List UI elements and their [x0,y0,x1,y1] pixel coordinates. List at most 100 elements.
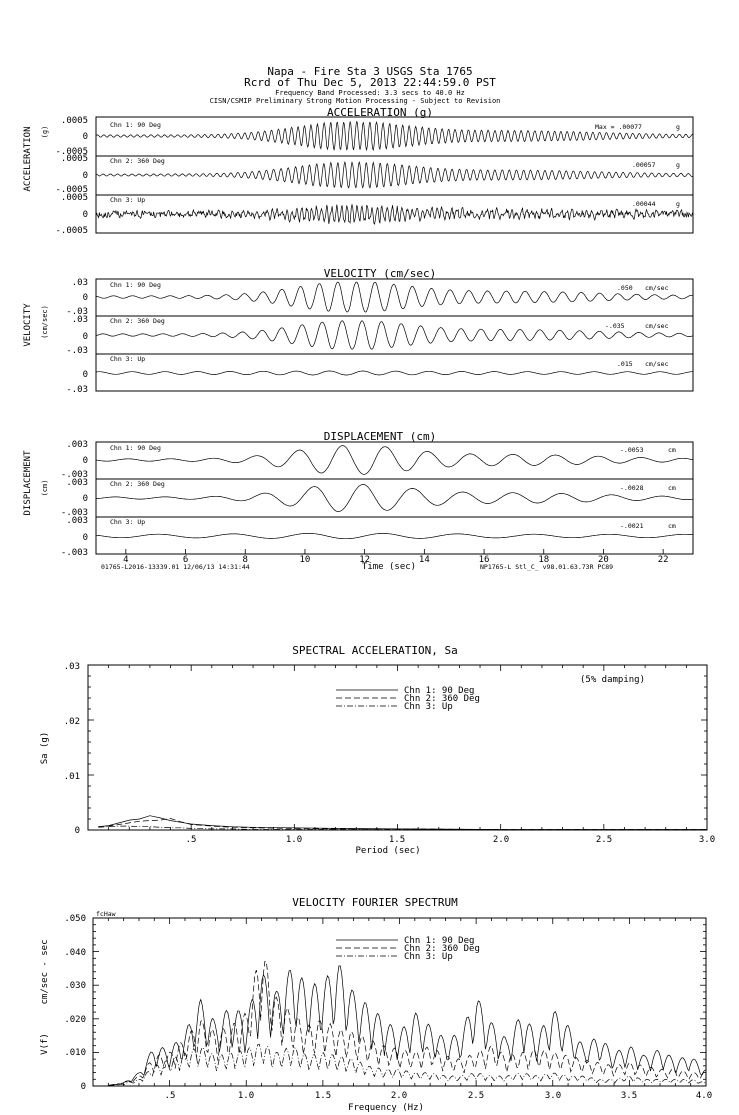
velocity-ch3-ytick-zero: 0 [83,370,88,380]
displacement-ch2-trace [95,484,693,512]
acceleration-ch2-trace [95,160,694,189]
acceleration-ch1-ytick-top: .0005 [61,116,88,126]
displacement-ch1-trace [95,445,694,475]
sa-xtick-20: 2.0 [493,835,509,845]
sa-legend: Chn 1: 90 Deg Chn 2: 360 Deg Chn 3: Up [336,686,480,712]
acceleration-ch2-unit: g [676,161,680,169]
sa-ylabel: Sa (g) [40,732,50,765]
sa-chn1-line [98,815,707,830]
spectral-acceleration-panel: SPECTRAL ACCELERATION, Sa .03 .02 .01 0 … [40,644,715,856]
sa-xtick-30: 3.0 [699,835,715,845]
fs-ytick-020: .020 [64,1015,86,1025]
fourier-frame [92,917,707,1087]
displacement-ch2-ytick-top: .003 [66,478,88,488]
velocity-ch1-max: .050 [617,284,633,292]
fs-xtick-25: 2.5 [468,1091,484,1101]
spectral-acceleration-ticks [88,665,707,830]
fs-chn3-line [108,1043,707,1086]
acceleration-ch3-ytick-zero: 0 [83,210,88,220]
acceleration-ch3-ytick-top: .0005 [61,193,88,203]
fs-xtick-20: 2.0 [391,1091,407,1101]
displacement-ch3-max: -.0021 [620,522,644,530]
time-tick-label: 18 [538,555,549,565]
fs-legend-label-3: Chn 3: Up [404,952,453,962]
velocity-ch1-trace [95,281,694,313]
velocity-title: VELOCITY (cm/sec) [324,267,437,280]
acceleration-ch2-frame [95,155,694,196]
fs-ytick-0: 0 [81,1082,86,1092]
time-tick-label: 22 [658,555,669,565]
fs-ytick-010: .010 [64,1048,86,1058]
fourier-spectrum-panel: VELOCITY FOURIER SPECTRUM fcHaw .050 .04… [40,896,712,1113]
sa-ytick-03: .03 [64,662,80,672]
displacement-ch1-ytick-zero: 0 [83,456,88,466]
acceleration-ch3-frame [95,194,694,234]
velocity-panel: VELOCITY (cm/sec) VELOCITY (cm/sec) Chn … [23,267,694,395]
time-tick-label: 12 [359,555,370,565]
displacement-ch2-ytick-bottom: -.003 [61,508,88,518]
displacement-ch3-ytick-bottom: -.003 [61,548,88,558]
fs-legend: Chn 1: 90 Deg Chn 2: 360 Deg Chn 3: Up [336,936,480,962]
spectral-acceleration-title: SPECTRAL ACCELERATION, Sa [292,644,458,657]
displacement-ch2-unit: cm [668,484,676,492]
acceleration-ch3-trace [95,203,694,225]
velocity-ch3-max: .015 [617,360,633,368]
velocity-ch2-frame [95,315,694,355]
sa-legend-label-1: Chn 1: 90 Deg [404,686,474,696]
record-station-title: Napa - Fire Sta 3 USGS Sta 1765 [267,65,472,78]
fs-xtick-15: 1.5 [315,1091,331,1101]
velocity-ch2-ytick-zero: 0 [83,332,88,342]
time-tick-label: 6 [183,555,188,565]
damping-note: (5% damping) [580,675,645,685]
sa-legend-label-3: Chn 3: Up [404,702,453,712]
fs-yunit: cm/sec - sec [40,939,50,1004]
acceleration-yunit: (g) [41,126,49,139]
fs-ytick-030: .030 [64,981,86,991]
fs-legend-label-2: Chn 2: 360 Deg [404,944,480,954]
acceleration-ch3-ytick-bottom: -.0005 [55,226,88,236]
fs-xlabel: Frequency (Hz) [348,1103,424,1113]
fs-legend-label-1: Chn 1: 90 Deg [404,936,474,946]
displacement-ch3-ytick-zero: 0 [83,533,88,543]
velocity-yunit: (cm/sec) [41,305,49,339]
acceleration-title: ACCELERATION (g) [327,106,433,119]
sa-ytick-0: 0 [75,826,80,836]
fs-chn1-line [108,965,707,1086]
processing-version-footer: NP1765-L Stl_C_ v98.01.63.73R PC89 [480,563,613,571]
record-date-title: Rcrd of Thu Dec 5, 2013 22:44:59.0 PST [244,76,496,89]
displacement-ch2-max: -.0028 [620,484,644,492]
displacement-ch3-ytick-top: .003 [66,516,88,526]
displacement-ch1-max: -.0053 [620,446,644,454]
acceleration-ch1-max: Max = .00077 [595,123,642,131]
acceleration-ch2-ytick-zero: 0 [83,171,88,181]
time-axis-label: Time (sec) [362,562,416,572]
fs-xtick-30: 3.0 [545,1091,561,1101]
fourier-title: VELOCITY FOURIER SPECTRUM [292,896,458,909]
velocity-ch3-ytick-bottom: -.03 [66,385,88,395]
acceleration-ch3-label: Chn 3: Up [110,196,145,204]
velocity-ch1-unit: cm/sec [645,284,669,292]
velocity-ch3-trace [95,370,693,376]
displacement-ch1-ytick-top: .003 [66,440,88,450]
acceleration-ch1-ytick-zero: 0 [83,132,88,142]
acceleration-ch2-ytick-bottom: -.0005 [55,185,88,195]
fourier-ticks [93,918,706,1086]
displacement-ch1-ytick-bottom: -.003 [61,470,88,480]
displacement-ch2-ytick-zero: 0 [83,494,88,504]
sa-xtick-05: .5 [186,835,197,845]
velocity-ch3-label: Chn 3: Up [110,355,145,363]
acceleration-ch1-label: Chn 1: 90 Deg [110,121,161,129]
acceleration-panel: ACCELERATION (g) ACCELERATION (g) Chn 1:… [23,106,694,236]
fs-xtick-10: 1.0 [238,1091,254,1101]
velocity-ch2-label: Chn 2: 360 Deg [110,317,165,325]
sa-xtick-25: 2.5 [596,835,612,845]
velocity-ch2-ytick-top: .03 [72,315,88,325]
time-tick-label: 4 [123,555,128,565]
velocity-ch3-frame [95,353,694,392]
fs-ylabel: V(f) [40,1033,50,1055]
velocity-ch2-trace [96,320,694,350]
displacement-yunit: (cm) [41,480,49,497]
displacement-ch3-trace [95,533,694,540]
time-tick-label: 8 [243,555,248,565]
